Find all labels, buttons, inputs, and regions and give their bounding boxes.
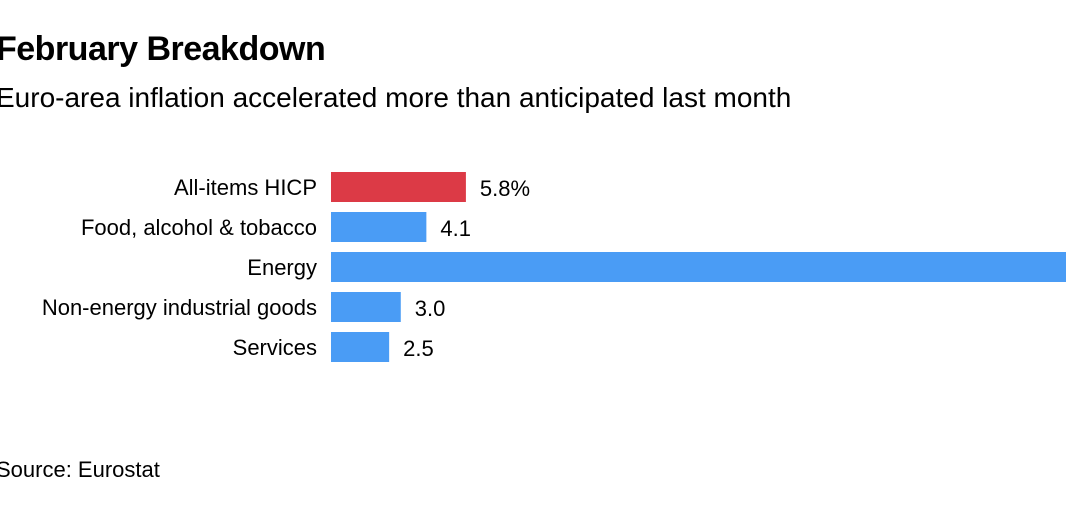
category-label-non-energy-industrial-goods: Non-energy industrial goods: [42, 295, 317, 320]
bar-food-alcohol-tobacco: [331, 212, 427, 242]
chart-subtitle: Euro-area inflation accelerated more tha…: [0, 82, 792, 113]
bar-non-energy-industrial-goods: [331, 292, 401, 322]
category-label-all-items-hicp: All-items HICP: [174, 175, 317, 200]
bar-services: [331, 332, 390, 362]
value-label-non-energy-industrial-goods: 3.0: [415, 296, 446, 321]
value-label-services: 2.5: [403, 336, 434, 361]
chart-title: February Breakdown: [0, 30, 326, 68]
value-label-all-items-hicp: 5.8%: [480, 176, 530, 201]
category-label-energy: Energy: [247, 255, 317, 280]
bar-all-items-hicp: [331, 172, 466, 202]
bar-energy: [331, 252, 1066, 282]
category-label-services: Services: [233, 335, 317, 360]
source-note: Source: Eurostat: [0, 457, 160, 482]
category-label-food-alcohol-tobacco: Food, alcohol & tobacco: [81, 215, 317, 240]
value-label-food-alcohol-tobacco: 4.1: [440, 216, 471, 241]
